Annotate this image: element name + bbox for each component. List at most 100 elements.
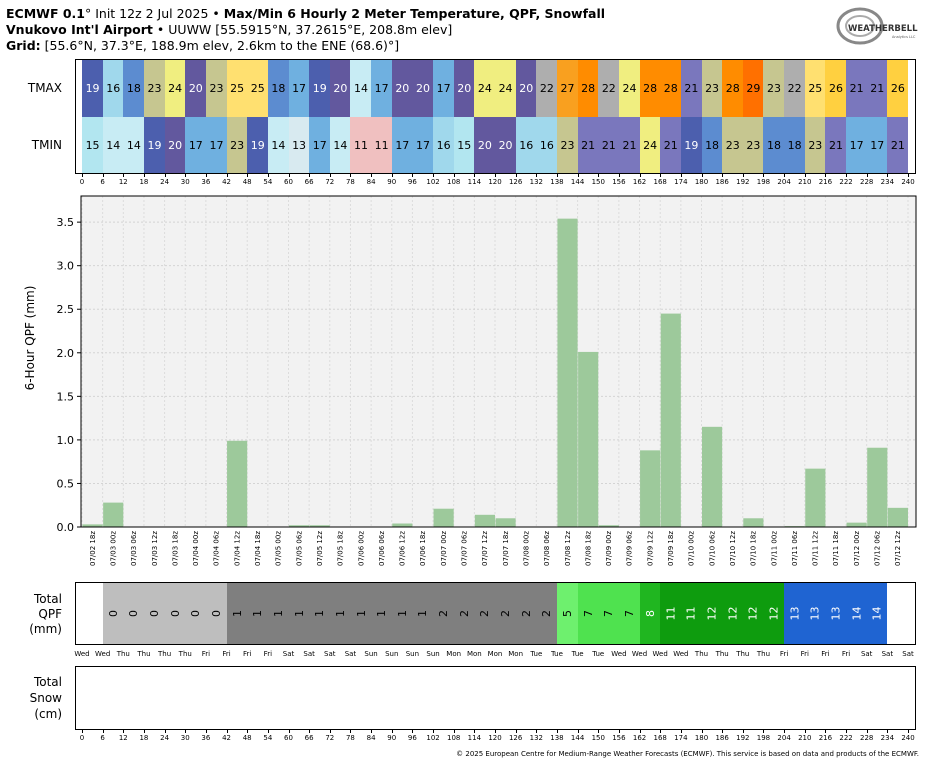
tmin-cell: 19: [247, 117, 269, 173]
tmin-cell: 14: [123, 117, 145, 173]
qpf-bar: [474, 514, 495, 527]
weekday-axis: Wed Wed Thu Thu Thu Thu Fri Fri Fri Fri Sat Sat Sat S…: [0, 650, 935, 662]
total-qpf-value: 1: [230, 610, 244, 617]
weatherbell-logo: WEATHERBELL Analytics LLC: [834, 6, 922, 48]
total-qpf-cell: 2: [495, 583, 517, 644]
hour-tick-label: 162: [632, 734, 647, 742]
total-qpf-value: 1: [354, 610, 368, 617]
x-tick-label: 07/10 18z: [750, 531, 758, 566]
hour-tick-label: 78: [345, 178, 355, 186]
hour-tick-label: 102: [426, 734, 440, 742]
total-qpf-value: 12: [767, 606, 781, 621]
tmax-cell: 24: [474, 60, 496, 117]
hour-tick-mark: [846, 730, 848, 733]
total-qpf-value: 1: [251, 610, 265, 617]
total-qpf-cell: 0: [164, 583, 186, 644]
hour-tick-mark: [288, 730, 290, 733]
total-qpf-value: 2: [499, 610, 513, 617]
tmax-cell: 27: [556, 60, 579, 117]
weekday-label: Thu: [756, 650, 771, 658]
hour-tick-label: 48: [242, 734, 252, 742]
tmin-cell: 16: [515, 117, 537, 173]
total-qpf-cell: 2: [474, 583, 496, 644]
hour-tick-label: 72: [325, 178, 335, 186]
total-qpf-value: 0: [106, 610, 120, 617]
weekday-label: Thu: [158, 650, 172, 658]
hour-tick-label: 228: [860, 734, 874, 742]
total-qpf-value: 0: [168, 610, 182, 617]
tmax-row: 19 16 18 23 24 20 23 25 25 18 17 19 20 14 17 20 20 17 20 24…: [76, 60, 915, 117]
total-qpf-value: 7: [602, 610, 616, 617]
total-snow-label-line: Total: [33, 675, 62, 689]
tmin-cell: 19: [143, 117, 166, 173]
tmin-cell: 14: [267, 117, 289, 173]
tmin-cell: 20: [474, 117, 496, 173]
temperature-table: 19 16 18 23 24 20 23 25 25 18 17 19 20 14 17 20 20 17 20 24…: [75, 59, 916, 174]
weekday-label: Fri: [201, 650, 211, 658]
tmax-cell: 20: [185, 60, 207, 117]
total-qpf-cell: 1: [391, 583, 413, 644]
weekday-label: Thu: [715, 650, 729, 658]
total-qpf-value: 1: [333, 610, 347, 617]
hour-tick-label: 84: [366, 734, 376, 742]
qpf-bar: [392, 523, 413, 527]
hour-tick-mark: [453, 174, 455, 177]
hour-tick-label: 6: [100, 734, 105, 742]
hour-tick-label: 90: [387, 178, 397, 186]
qpf-bar: [433, 508, 454, 527]
weekday-label: Mon: [446, 650, 462, 658]
total-qpf-cell: 7: [618, 583, 641, 644]
hour-tick-mark: [102, 174, 104, 177]
weekday-label: Fri: [841, 650, 851, 658]
hour-tick-label: 138: [550, 734, 564, 742]
hour-tick-mark: [742, 730, 744, 733]
x-tick-label: 07/08 18z: [584, 531, 592, 566]
x-tick-label: 07/08 06z: [543, 531, 551, 566]
total-qpf-cell: 8: [639, 583, 661, 644]
hour-tick-label: 204: [777, 734, 791, 742]
x-tick-label: 07/06 18z: [419, 531, 427, 566]
tmax-cell: 17: [433, 60, 455, 117]
tmax-cell: 17: [288, 60, 310, 117]
hour-tick-mark: [908, 174, 909, 177]
x-tick-label: 07/07 00z: [440, 531, 448, 566]
hour-tick-label: 222: [839, 178, 853, 186]
svg-text:WEATHERBELL: WEATHERBELL: [848, 24, 918, 34]
tmin-cell: 14: [329, 117, 351, 173]
hour-tick-label: 30: [180, 734, 190, 742]
total-qpf-cell: 7: [577, 583, 599, 644]
tmax-cell: 23: [763, 60, 785, 117]
qpf-chart: 6-Hour QPF (mm) 0.0 0.5 1.0 1.5 2.0 2.5 3.0 3.5…: [23, 195, 917, 566]
total-qpf-cell: 1: [267, 583, 289, 644]
hour-tick-mark: [412, 730, 414, 733]
total-qpf-cell: 13: [825, 583, 847, 644]
hour-tick-label: 60: [284, 178, 293, 186]
total-qpf-value: 14: [850, 606, 864, 621]
weekday-label: Sun: [426, 650, 440, 658]
hour-tick-mark: [143, 730, 145, 733]
x-tick-label: 07/12 00z: [853, 531, 861, 566]
hour-tick-label: 90: [387, 734, 397, 742]
total-qpf-value: 1: [271, 610, 285, 617]
total-qpf-cell: 0: [102, 583, 124, 644]
tmin-row: 15 14 14 19 20 17 17 23 19 14 13 17 14 11 11 17 17 16 15 20…: [76, 117, 915, 173]
tmax-cell: 26: [825, 60, 847, 117]
total-qpf-value: 13: [808, 606, 822, 621]
weekday-label: Wed: [74, 650, 90, 658]
hour-tick-mark: [329, 174, 331, 177]
station-info: UUWW [55.5915°N, 37.2615°E, 208.8m elev]: [168, 22, 453, 37]
qpf-bar: [578, 351, 599, 527]
tmax-cell: 28: [639, 60, 661, 117]
hour-tick-label: 216: [818, 178, 833, 186]
x-tick-label: 07/04 00z: [192, 531, 200, 566]
weekday-label: Fri: [821, 650, 830, 658]
hour-tick-mark: [288, 174, 290, 177]
tmax-cell: 24: [618, 60, 641, 117]
qpf-bar: [743, 518, 764, 527]
tmin-cell: 20: [495, 117, 517, 173]
qpf-bar: [495, 518, 516, 527]
station-name: Vnukovo Int'l Airport: [6, 22, 153, 37]
total-qpf-cell: 1: [329, 583, 351, 644]
weekday-label: Mon: [508, 650, 524, 658]
hour-tick-mark: [433, 730, 435, 733]
